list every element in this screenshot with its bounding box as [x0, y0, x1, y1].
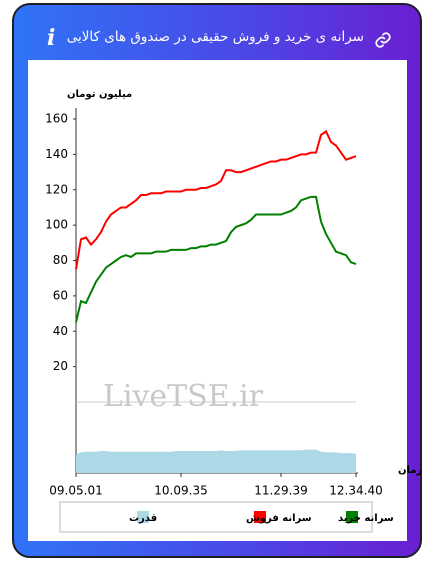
y-tick-label: 40	[53, 324, 68, 338]
y-tick-label: 120	[45, 182, 68, 196]
power-area	[76, 449, 356, 473]
y-tick-label: 60	[53, 288, 68, 302]
series-line	[75, 129, 357, 270]
series-line	[75, 195, 357, 323]
y-tick-label: 100	[45, 218, 68, 232]
legend-label: قدرت	[129, 513, 157, 524]
legend-label: سرانه خرید	[338, 513, 394, 524]
x-tick-label: 09.05.01	[49, 484, 102, 498]
y-tick-label: 160	[45, 112, 68, 126]
x-axis-label: زمان	[398, 465, 422, 476]
y-tick-label: 20	[53, 359, 68, 373]
legend-swatch	[137, 511, 149, 523]
legend-label: سرانه فروش	[246, 513, 312, 524]
y-tick-label: 80	[53, 253, 68, 267]
legend-swatch	[346, 511, 358, 523]
x-tick-label: 11.29.39	[254, 484, 307, 498]
y-axis-label: میلیون تومان	[67, 89, 132, 100]
legend-swatch	[254, 511, 266, 523]
x-tick-label: 10.09.35	[154, 484, 207, 498]
legend-box	[59, 501, 373, 533]
watermark: LiveTSE.ir	[103, 379, 264, 414]
x-tick-label: 12.34.40	[329, 484, 382, 498]
info-icon[interactable]: i	[47, 25, 56, 51]
y-tick-label: 140	[45, 147, 68, 161]
link-icon[interactable]	[374, 31, 392, 49]
header-title: سرانه ی خرید و فروش حقیقی در صندوق های ک…	[66, 29, 364, 45]
